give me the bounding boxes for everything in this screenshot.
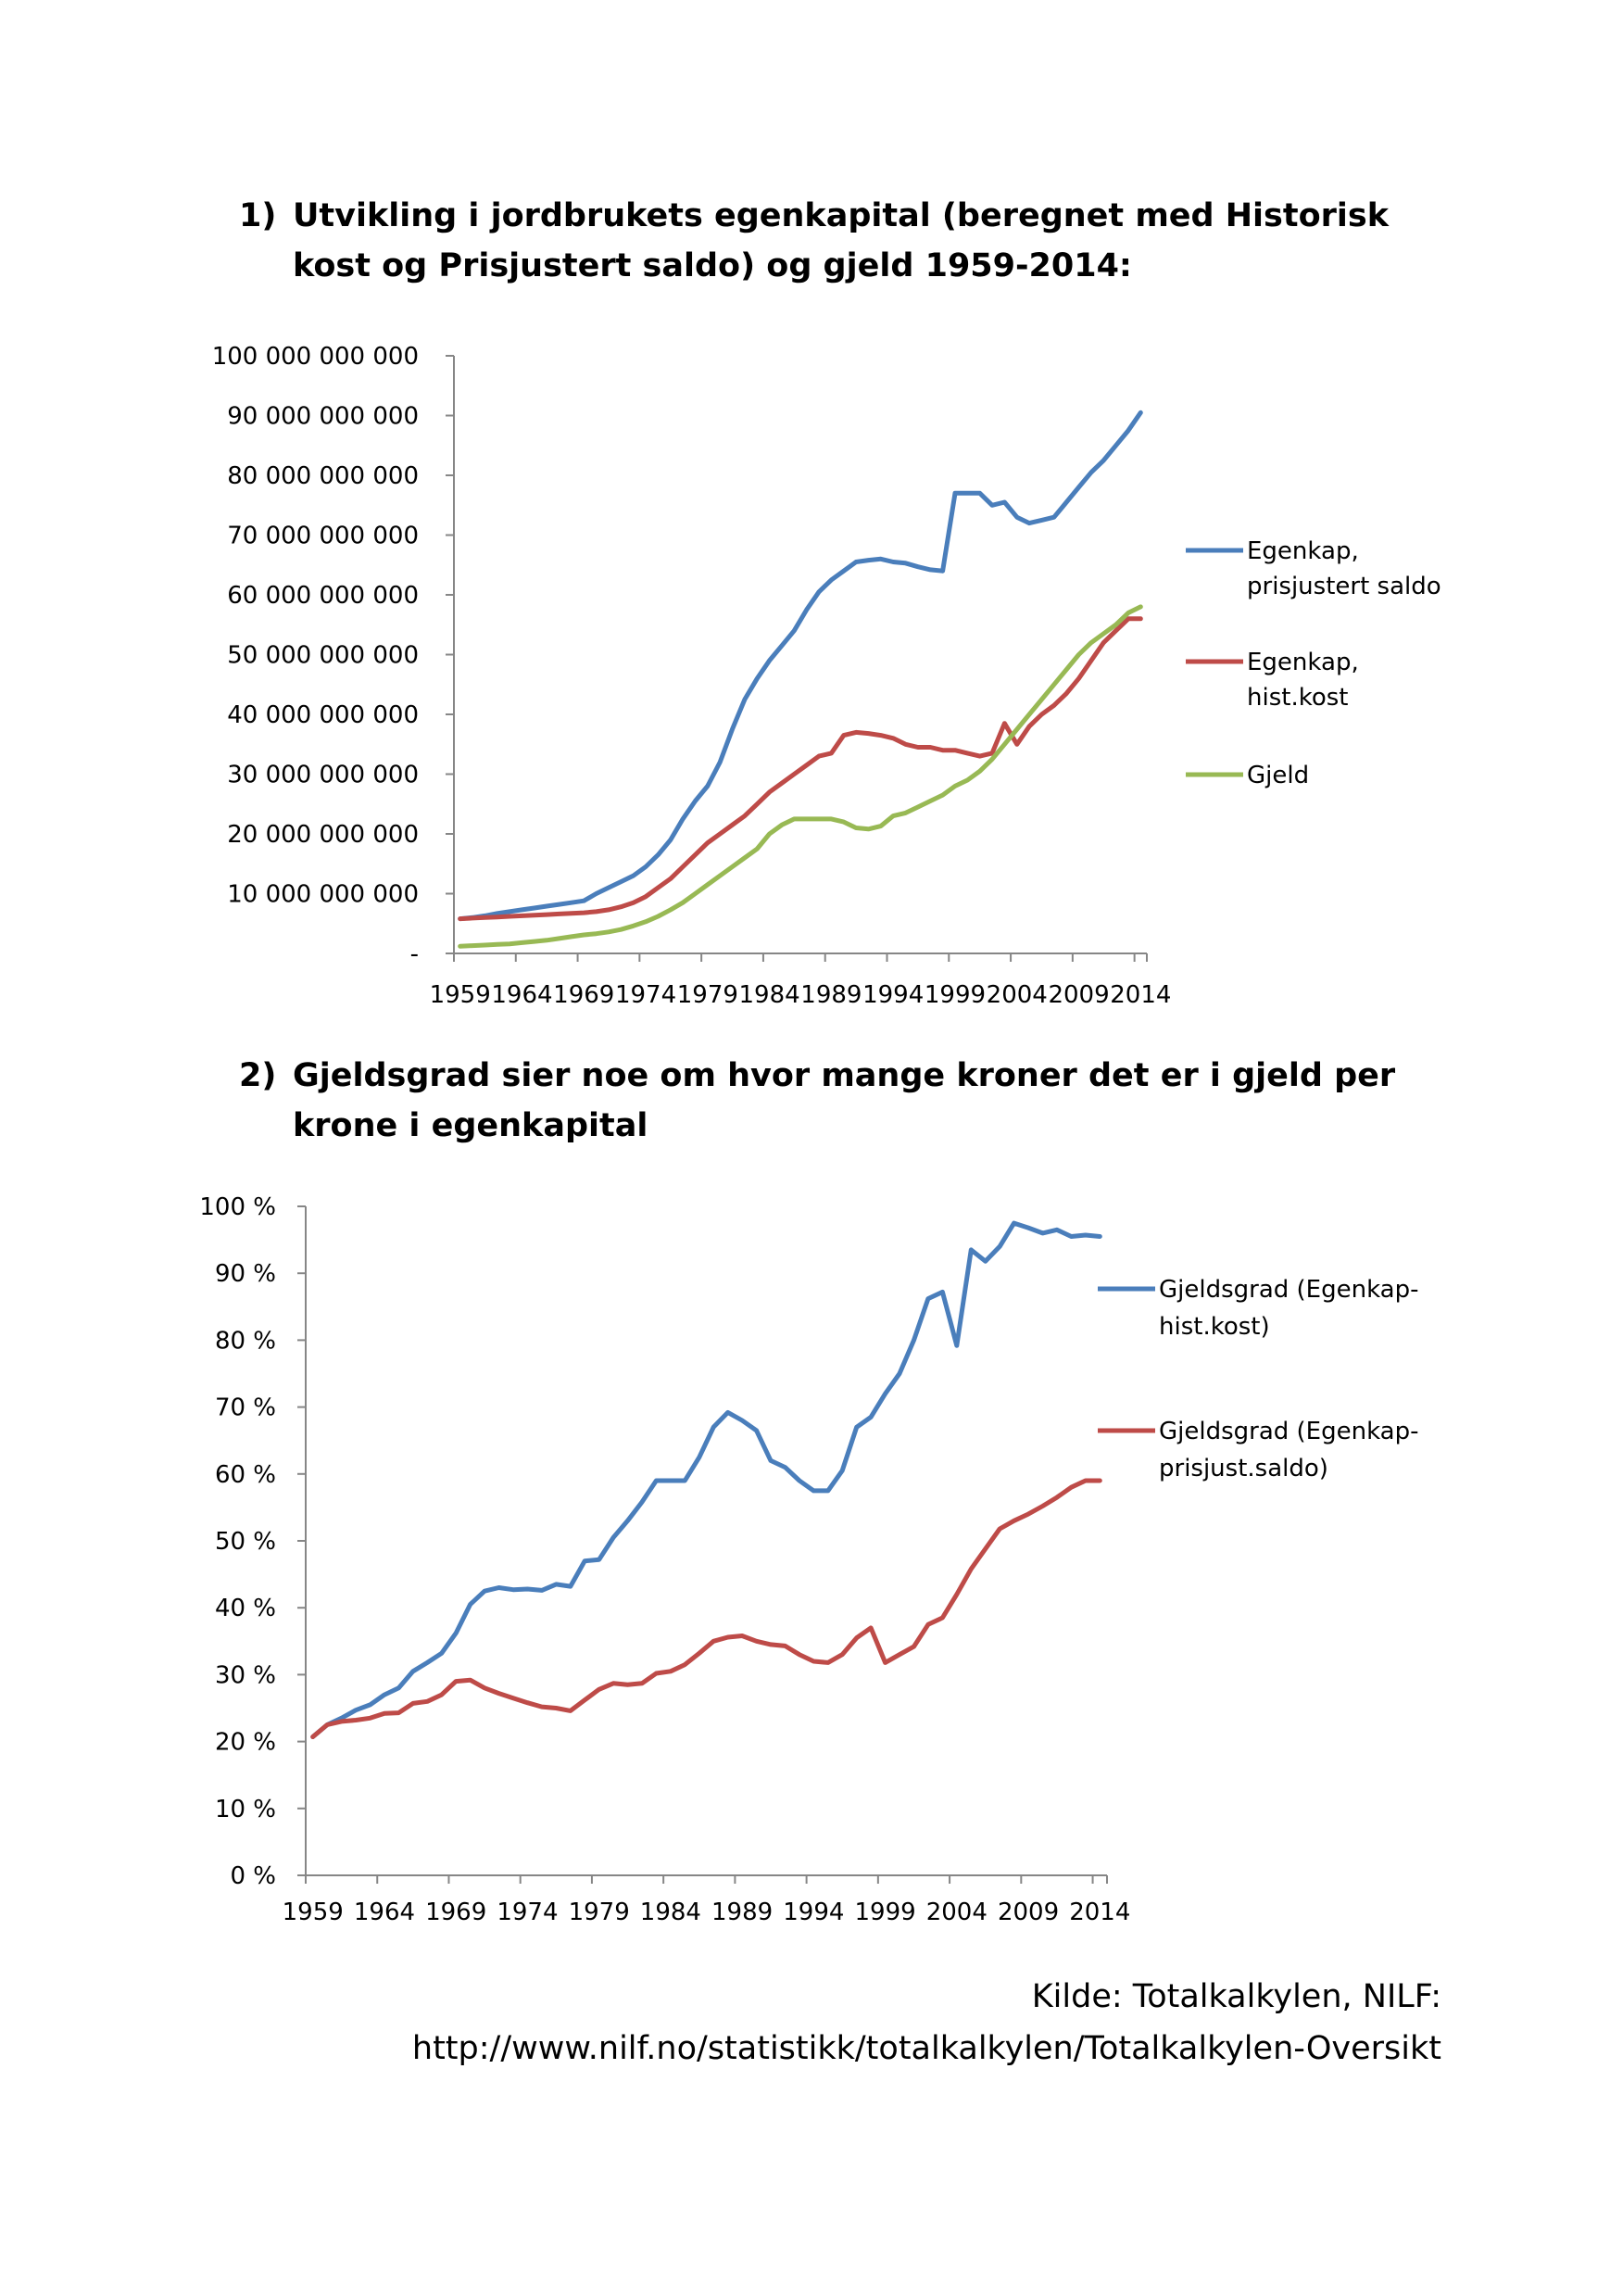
- chart-2-heading: 2) Gjeldsgrad sier noe om hvor mange kro…: [239, 1051, 1443, 1151]
- x-tick-label: 1969: [553, 981, 614, 1009]
- x-tick-label: 1984: [739, 981, 800, 1009]
- y-tick-label: 100 %: [199, 1193, 276, 1221]
- chart-2-heading-text: Gjeldsgrad sier noe om hvor mange kroner…: [293, 1057, 1396, 1144]
- chart-1-heading-number: 1): [239, 197, 277, 234]
- series-line-1: [310, 1220, 1102, 1739]
- x-tick-label: 2014: [1069, 1899, 1130, 1926]
- x-tick-label: 1964: [491, 981, 552, 1009]
- x-tick-label: 2004: [926, 1899, 988, 1926]
- y-tick-label: 50 000 000 000: [227, 642, 419, 670]
- y-tick-label: 80 000 000 000: [227, 462, 419, 490]
- x-tick-label: 1979: [677, 981, 738, 1009]
- x-tick-label: 2009: [998, 1899, 1059, 1926]
- legend-label-1: Gjeldsgrad (Egenkap-: [1159, 1276, 1419, 1304]
- legend-label-2: prisjust.saldo): [1159, 1455, 1328, 1482]
- y-tick-label: 100 000 000 000: [212, 343, 419, 371]
- x-tick-label: 1984: [640, 1899, 701, 1926]
- legend-label-2: Egenkap,: [1247, 649, 1359, 676]
- y-tick-label: -: [410, 940, 419, 968]
- x-tick-label: 1969: [425, 1899, 486, 1926]
- y-tick-label: 50 %: [215, 1528, 276, 1556]
- y-tick-label: 0 %: [230, 1862, 276, 1890]
- x-tick-label: 1994: [783, 1899, 844, 1926]
- x-tick-label: 1959: [283, 1899, 344, 1926]
- source-url: http://www.nilf.no/statistikk/totalkalky…: [411, 2030, 1441, 2067]
- legend-label-3: Gjeld: [1247, 762, 1309, 789]
- legend-label-1: Egenkap,: [1247, 537, 1359, 565]
- source-line-1: Kilde: Totalkalkylen, NILF:: [1031, 1978, 1441, 2015]
- legend-label-2: hist.kost: [1247, 684, 1348, 712]
- y-tick-label: 20 %: [215, 1729, 276, 1757]
- x-tick-label: 1989: [711, 1899, 773, 1926]
- x-tick-label: 1999: [925, 981, 986, 1009]
- debt-ratio-chart: 0 % 10 % 20 % 30 % 40 % 50 % 60 % 70 % 80 % 90 % 1…: [199, 1193, 1419, 1926]
- y-tick-label: 60 000 000 000: [227, 582, 419, 610]
- x-tick-label: 1989: [800, 981, 862, 1009]
- series-line-2: [458, 616, 1143, 922]
- legend-label-1: prisjustert saldo: [1247, 573, 1441, 600]
- y-tick-label: 30 %: [215, 1661, 276, 1689]
- series-line-3: [458, 604, 1143, 949]
- y-tick-label: 10 %: [215, 1796, 276, 1823]
- x-tick-label: 1964: [354, 1899, 415, 1926]
- x-tick-label: 1974: [497, 1899, 558, 1926]
- x-tick-label: 2014: [1110, 981, 1171, 1009]
- chart-1-heading: 1) Utvikling i jordbrukets egenkapital (…: [239, 191, 1443, 291]
- legend-label-1: hist.kost): [1159, 1313, 1270, 1341]
- chart-2-heading-number: 2): [239, 1057, 277, 1094]
- series-line-1: [458, 410, 1143, 922]
- x-tick-label: 1979: [569, 1899, 630, 1926]
- y-tick-label: 60 %: [215, 1461, 276, 1489]
- legend-label-2: Gjeldsgrad (Egenkap-: [1159, 1418, 1419, 1445]
- y-tick-label: 70 000 000 000: [227, 523, 419, 550]
- y-tick-label: 90 000 000 000: [227, 403, 419, 431]
- x-tick-label: 1999: [854, 1899, 915, 1926]
- y-tick-label: 40 000 000 000: [227, 701, 419, 729]
- y-tick-label: 40 %: [215, 1595, 276, 1622]
- x-tick-label: 1994: [862, 981, 924, 1009]
- y-tick-label: 20 000 000 000: [227, 821, 419, 849]
- chart-1-heading-text: Utvikling i jordbrukets egenkapital (ber…: [293, 197, 1390, 284]
- x-tick-label: 2004: [987, 981, 1048, 1009]
- x-tick-label: 1974: [615, 981, 676, 1009]
- x-tick-label: 1959: [430, 981, 491, 1009]
- series-line-2: [310, 1478, 1102, 1739]
- y-tick-label: 70 %: [215, 1394, 276, 1422]
- y-tick-label: 30 000 000 000: [227, 762, 419, 789]
- y-tick-label: 10 000 000 000: [227, 881, 419, 909]
- equity-debt-chart: - 10 000 000 000 20 000 000 000 30 000 000 …: [212, 343, 1441, 1009]
- y-tick-label: 90 %: [215, 1260, 276, 1288]
- y-tick-label: 80 %: [215, 1327, 276, 1355]
- x-tick-label: 2009: [1048, 981, 1109, 1009]
